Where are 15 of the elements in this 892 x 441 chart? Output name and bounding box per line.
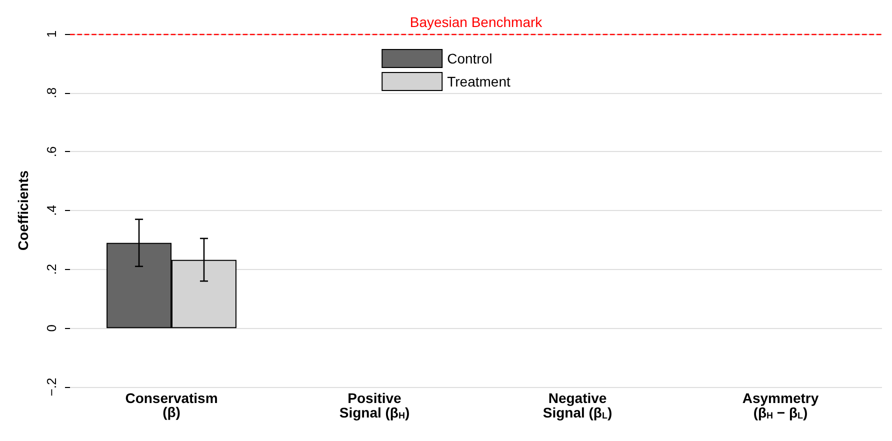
legend-label: Control bbox=[447, 50, 492, 66]
legend-label: Treatment bbox=[447, 74, 510, 90]
y-tick-label: .8 bbox=[44, 87, 59, 98]
y-tick-label: .2 bbox=[44, 264, 59, 275]
y-axis-title: Coefficients bbox=[15, 170, 31, 251]
ref-line-label: Bayesian Benchmark bbox=[410, 14, 544, 30]
x-tick-label: Asymmetry (βH − βL) bbox=[742, 390, 819, 420]
y-tick-label: .4 bbox=[44, 205, 59, 216]
y-tick-label: −.2 bbox=[44, 378, 59, 396]
x-tick-label: Positive Signal (βH) bbox=[339, 390, 410, 420]
y-tick-label: .6 bbox=[44, 146, 59, 158]
y-tick-label: 1 bbox=[44, 30, 59, 38]
x-tick-label: Conservatism (β) bbox=[125, 390, 218, 420]
y-tick-label: 0 bbox=[44, 324, 59, 332]
x-tick-label: Negative Signal (βL) bbox=[542, 390, 612, 420]
